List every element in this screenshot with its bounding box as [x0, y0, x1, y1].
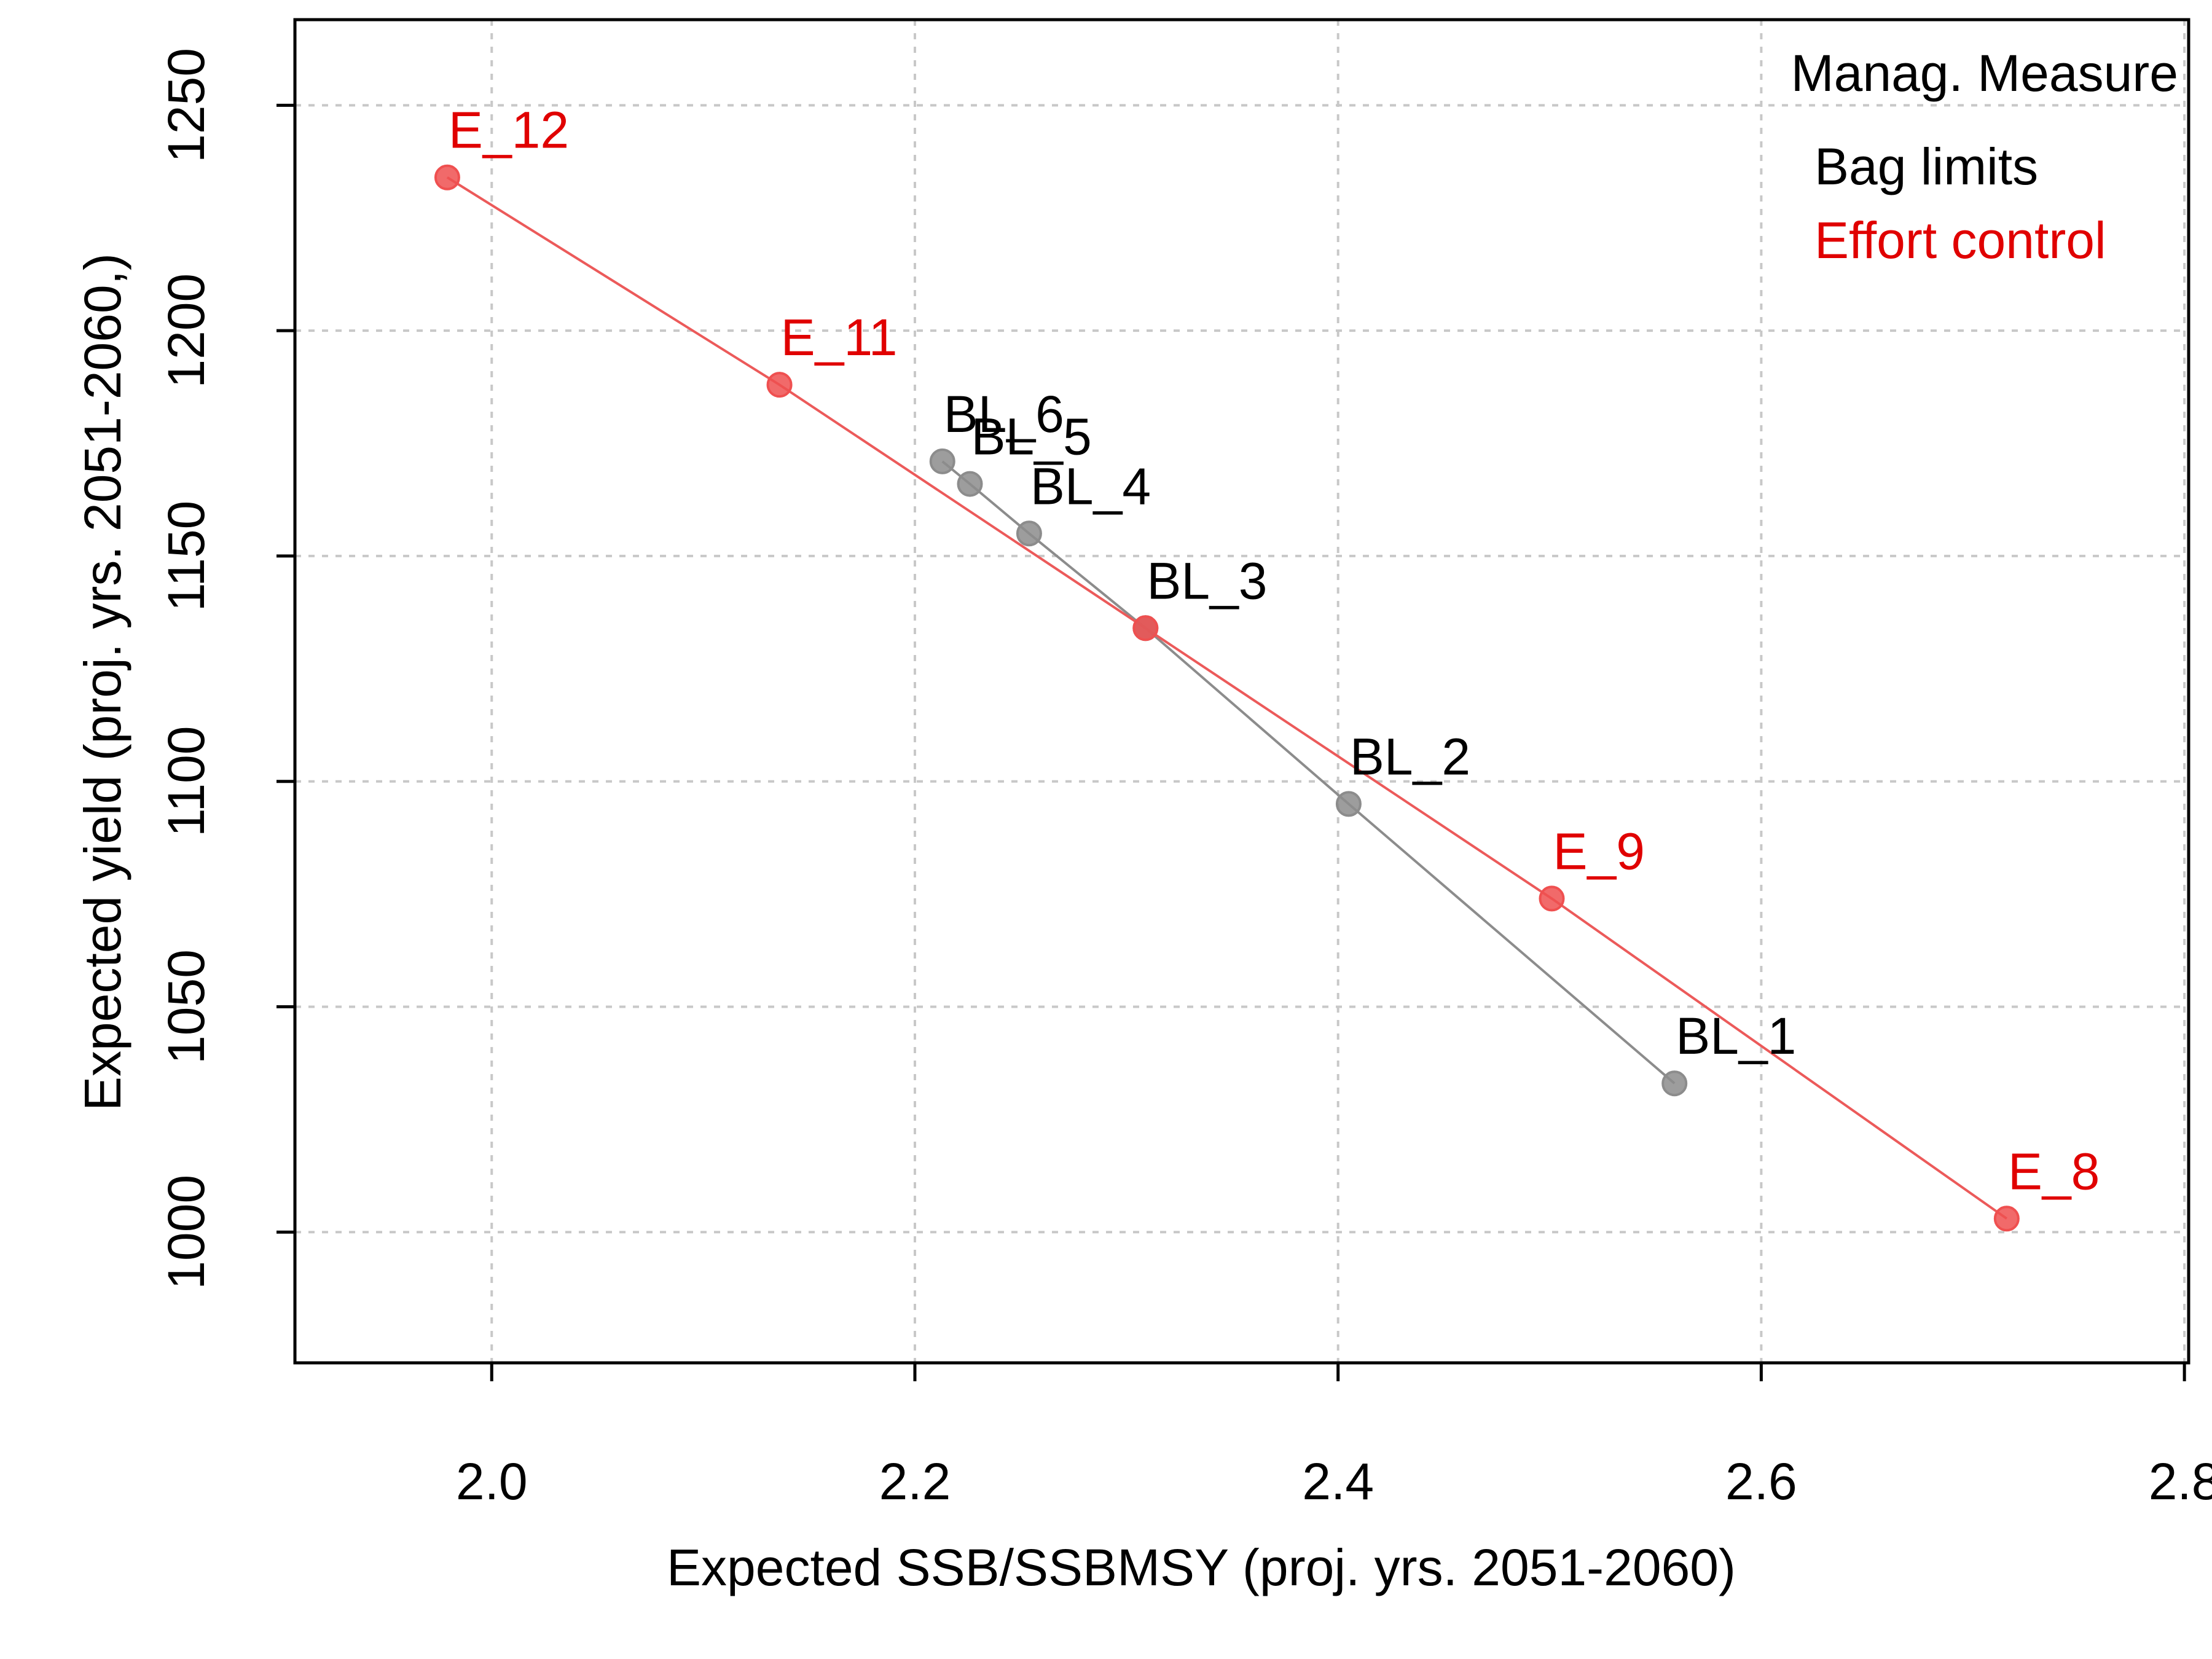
point-label-0-4: BL_5 [971, 408, 1092, 466]
x-tick-label-0: 2.0 [456, 1453, 528, 1510]
point-label-1-0: E_8 [2008, 1142, 2100, 1200]
point-label-1-4: E_12 [449, 101, 569, 159]
point-label-0-3: BL_4 [1030, 457, 1151, 515]
data-point-1-1 [1539, 885, 1565, 912]
y-tick-label-2: 1100 [157, 726, 215, 837]
data-point-0-4 [957, 471, 983, 497]
plot-frame [293, 18, 2190, 1365]
y-tick-label-5: 1250 [157, 48, 215, 163]
x-tick-label-1: 2.2 [879, 1453, 951, 1510]
x-tick-label-4: 2.8 [2149, 1453, 2212, 1510]
point-label-0-1: BL_2 [1350, 728, 1470, 785]
y-tick-label-1: 1050 [157, 949, 215, 1064]
legend: Manag. Measure Bag limits Effort control [1791, 44, 2178, 269]
data-point-0-5 [929, 448, 955, 474]
data-point-0-3 [1016, 520, 1042, 547]
data-point-1-3 [766, 372, 793, 398]
y-tick-label-0: 1000 [157, 1175, 215, 1290]
data-point-1-0 [1993, 1206, 2020, 1232]
point-labels: BL_1 BL_2 BL_3 BL_4BL_5BL_6 E_8 E_9 E_11 E_12 [449, 101, 2100, 1201]
x-tick-label-3: 2.6 [1725, 1453, 1797, 1510]
point-label-0-2: BL_3 [1147, 552, 1267, 610]
x-axis: 2.0 2.2 2.4 2.6 2.8 [456, 1363, 2212, 1510]
y-axis: 1000 1050 1100 1150 1200 1250 [157, 48, 295, 1290]
series-points [434, 164, 2020, 1232]
y-tick-label-3: 1150 [157, 501, 215, 612]
series-line-0 [941, 460, 1676, 1084]
grid-lines [295, 20, 2189, 1363]
data-point-1-4 [434, 164, 460, 190]
y-axis-title: Expected yield (proj. yrs. 2051-2060,) [74, 253, 131, 1111]
x-axis-title: Expected SSB/SSBMSY (proj. yrs. 2051-206… [667, 1539, 1736, 1596]
data-point-1-2 [1132, 615, 1159, 641]
data-point-0-0 [1661, 1070, 1688, 1097]
point-label-1-3: E_11 [781, 308, 898, 366]
legend-entry-bag-limits: Bag limits [1814, 138, 2038, 195]
y-tick-label-4: 1200 [157, 273, 215, 388]
legend-title: Manag. Measure [1791, 44, 2178, 102]
point-label-1-1: E_9 [1553, 822, 1644, 880]
point-label-0-5: BL_6 [944, 385, 1064, 443]
legend-entry-effort-control: Effort control [1814, 211, 2106, 269]
point-label-0-0: BL_1 [1676, 1007, 1796, 1065]
x-tick-label-2: 2.4 [1302, 1453, 1374, 1510]
data-point-0-1 [1335, 791, 1362, 817]
